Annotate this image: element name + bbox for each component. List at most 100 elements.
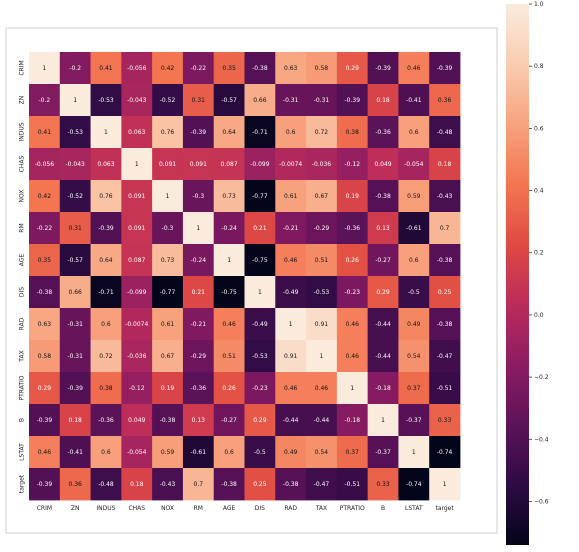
cell-value-label: 0.21 <box>253 225 267 232</box>
heatmap-cell <box>90 308 122 341</box>
heatmap-cell <box>90 404 122 437</box>
heatmap-cell <box>152 212 184 245</box>
cell-value-label: -0.57 <box>221 97 237 104</box>
cell-value-label: 0.46 <box>315 385 329 392</box>
cell-value-label: 0.091 <box>159 161 176 168</box>
cell-value-label: 1 <box>135 161 139 168</box>
cell-value-label: -0.57 <box>67 257 83 264</box>
cell-value-label: 0.59 <box>407 193 421 200</box>
cell-value-label: -0.39 <box>67 385 83 392</box>
cell-value-label: -0.24 <box>221 225 237 232</box>
heatmap-cell <box>306 468 338 501</box>
heatmap-cell <box>182 340 215 373</box>
heatmap-cell <box>336 52 369 85</box>
cell-value-label: 1 <box>412 449 416 456</box>
heatmap-cell <box>213 404 245 437</box>
heatmap-cell <box>213 308 245 341</box>
heatmap-cell <box>367 52 399 85</box>
heatmap-cell <box>336 116 369 149</box>
heatmap-cell <box>244 148 276 181</box>
cell-value-label: 0.063 <box>128 129 145 136</box>
heatmap-cell <box>367 84 399 117</box>
cell-value-label: 0.36 <box>69 481 83 488</box>
x-tick-label: CHAS <box>128 505 145 512</box>
heatmap-cell <box>306 276 338 309</box>
cell-value-label: -0.5 <box>408 289 420 296</box>
cell-value-label: -0.29 <box>191 353 207 360</box>
heatmap-cell <box>429 84 461 117</box>
cell-value-label: 0.51 <box>222 353 236 360</box>
y-tick-label: AGE <box>19 254 26 267</box>
cell-value-label: -0.12 <box>129 385 145 392</box>
x-tick-labels: CRIM ZN INDUS CHAS NOX RM AGE DIS RAD TAX PTRATIO B… <box>37 505 455 512</box>
cell-value-label: 0.19 <box>346 193 360 200</box>
cell-value-label: -0.75 <box>252 257 268 264</box>
heatmap-cell <box>182 308 215 341</box>
cell-value-label: -0.31 <box>67 321 83 328</box>
heatmap-cell <box>152 84 184 117</box>
cell-value-label: 0.59 <box>161 449 175 456</box>
cell-value-label: 0.91 <box>284 353 298 360</box>
cell-value-label: -0.2 <box>69 65 81 72</box>
figure-frame <box>5 27 498 534</box>
cell-value-label: 0.63 <box>38 321 52 328</box>
heatmap-cell <box>306 244 338 277</box>
cell-value-label: -0.74 <box>437 449 453 456</box>
heatmap-cell <box>152 468 184 501</box>
heatmap-cell <box>336 372 369 405</box>
heatmap-cell <box>182 212 215 245</box>
cell-value-label: 0.18 <box>69 417 83 424</box>
heatmap-cell <box>121 212 153 245</box>
cell-value-label: 1 <box>42 65 46 72</box>
cell-value-label: 0.42 <box>38 193 52 200</box>
heatmap-cell <box>398 436 430 469</box>
heatmap-cell <box>367 468 399 501</box>
cell-value-label: 0.49 <box>284 449 298 456</box>
heatmap-cell <box>121 436 153 469</box>
cell-value-label: -0.71 <box>98 289 114 296</box>
y-tick-label: RM <box>19 223 26 232</box>
cell-value-label: 0.21 <box>192 289 206 296</box>
cell-value-label: -0.36 <box>98 417 114 424</box>
heatmap-cell <box>29 180 61 213</box>
cell-value-label: 1 <box>104 129 108 136</box>
heatmap-cell <box>182 436 215 469</box>
cell-value-label: 0.46 <box>222 321 236 328</box>
cell-value-label: -0.43 <box>160 481 176 488</box>
cell-value-label: -0.71 <box>252 129 268 136</box>
heatmap-cell <box>244 372 276 405</box>
cell-value-label: 0.46 <box>407 65 421 72</box>
cell-value-label: -0.38 <box>283 481 299 488</box>
cell-value-label: 0.6 <box>101 321 111 328</box>
cell-value-label: 0.087 <box>128 257 145 264</box>
heatmap-cell <box>152 52 184 85</box>
heatmap-cell <box>429 52 461 85</box>
cell-value-label: -0.49 <box>252 321 268 328</box>
cell-value-label: 0.54 <box>315 449 329 456</box>
cell-value-label: 1 <box>196 225 200 232</box>
cell-value-label: 0.7 <box>194 481 204 488</box>
x-tick-label: INDUS <box>96 505 115 512</box>
cell-value-label: -0.61 <box>406 225 422 232</box>
cell-value-label: -0.38 <box>221 481 237 488</box>
heatmap-cell <box>275 148 307 181</box>
cell-value-label: -0.036 <box>312 161 332 168</box>
cell-value-label: 0.35 <box>38 257 52 264</box>
cell-value-label: 0.31 <box>69 225 83 232</box>
x-tick-label: DIS <box>255 505 265 512</box>
heatmap-cell <box>306 116 338 149</box>
heatmap-cell <box>121 404 153 437</box>
heatmap-cell <box>59 276 91 309</box>
cell-value-label: -0.37 <box>375 449 391 456</box>
cell-value-label: 0.38 <box>99 385 113 392</box>
heatmap-cell <box>429 180 461 213</box>
cell-value-label: -0.48 <box>437 129 453 136</box>
cell-value-label: -0.51 <box>437 385 453 392</box>
colorbar-tick-label: 0.2 <box>534 250 544 257</box>
cell-value-label: 0.091 <box>190 161 207 168</box>
heatmap-cell <box>244 52 276 85</box>
heatmap-cell <box>152 404 184 437</box>
cell-value-label: -0.27 <box>375 257 391 264</box>
heatmap-cell <box>306 180 338 213</box>
heatmap-cell <box>29 436 61 469</box>
